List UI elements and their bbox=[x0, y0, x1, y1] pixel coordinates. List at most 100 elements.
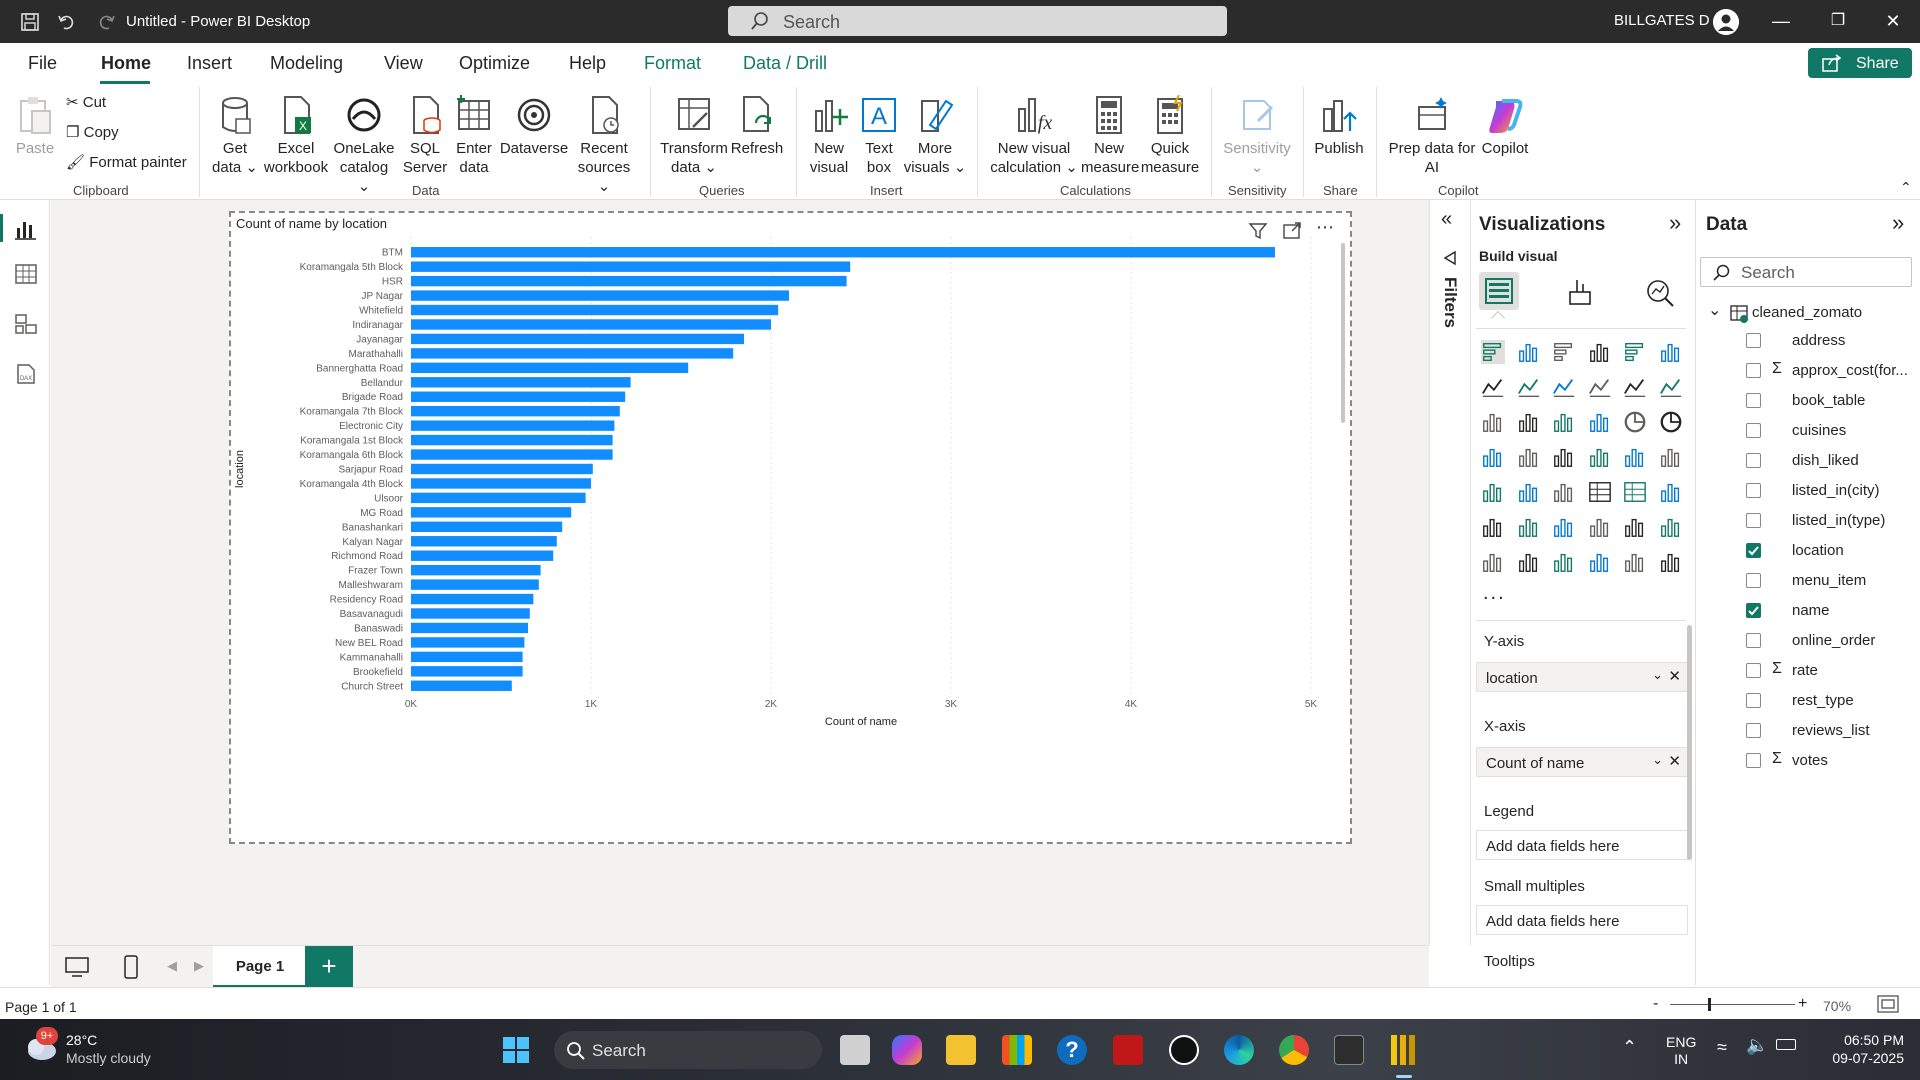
github-icon[interactable] bbox=[1169, 1035, 1199, 1065]
language-indicator[interactable]: ENG IN bbox=[1666, 1034, 1696, 1068]
field-checkbox[interactable] bbox=[1746, 393, 1761, 408]
button-slicer-icon[interactable] bbox=[1552, 550, 1576, 574]
chevron-down-icon[interactable]: ⌄ bbox=[1652, 667, 1663, 682]
table-name[interactable]: cleaned_zomato bbox=[1752, 304, 1863, 321]
line-chart-icon[interactable] bbox=[1481, 375, 1505, 399]
chevron-down-icon[interactable]: ⌄ bbox=[1708, 302, 1722, 319]
menu-insert[interactable]: Insert bbox=[187, 53, 233, 73]
field-checkbox[interactable] bbox=[1746, 453, 1761, 468]
100-stacked-area-icon[interactable] bbox=[1588, 375, 1612, 399]
waterfall-chart-icon[interactable] bbox=[1517, 410, 1541, 434]
close-icon[interactable]: ✕ bbox=[1885, 11, 1901, 31]
multi-row-card-icon[interactable] bbox=[1481, 480, 1505, 504]
menu-format[interactable]: Format bbox=[644, 53, 702, 73]
field-checkbox[interactable] bbox=[1746, 723, 1761, 738]
remove-field-icon[interactable]: ✕ bbox=[1668, 668, 1681, 685]
paste-button[interactable]: Paste bbox=[12, 95, 58, 158]
python-visual-icon[interactable] bbox=[1481, 515, 1505, 539]
zoom-plus-button[interactable]: + bbox=[1798, 995, 1808, 1012]
copilot-app-icon[interactable] bbox=[892, 1035, 922, 1065]
format-visual-icon[interactable] bbox=[1565, 278, 1595, 308]
field-item[interactable]: listed_in(city) bbox=[1746, 480, 1916, 504]
field-item[interactable]: listed_in(type) bbox=[1746, 510, 1916, 534]
slicer-icon[interactable] bbox=[1552, 480, 1576, 504]
desktop-layout-icon[interactable] bbox=[64, 956, 90, 978]
redo-icon[interactable] bbox=[95, 11, 117, 33]
power-automate-icon[interactable] bbox=[1659, 550, 1683, 574]
help-app-icon[interactable]: ? bbox=[1057, 1035, 1087, 1065]
100-stacked-bar-icon[interactable] bbox=[1623, 340, 1647, 364]
format-painter-button[interactable]: 🖌 Format painter bbox=[66, 153, 187, 171]
field-item[interactable]: dish_liked bbox=[1746, 450, 1916, 474]
bar-chart-visual[interactable]: Count of name by location ⋯ 0K 1K 2K 3K 4K 5K… bbox=[229, 211, 1352, 844]
onelake-catalog-button[interactable]: OneLake catalog ⌄ bbox=[332, 95, 396, 196]
azure-map-icon[interactable] bbox=[1588, 445, 1612, 469]
collapse-viz-icon[interactable]: » bbox=[1669, 210, 1682, 235]
collapse-ribbon-icon[interactable]: ⌃ bbox=[1900, 179, 1912, 195]
scatter-chart-icon[interactable] bbox=[1588, 410, 1612, 434]
field-item[interactable]: rest_type bbox=[1746, 690, 1916, 714]
viz-pane-scrollbar[interactable] bbox=[1687, 625, 1692, 860]
build-visual-tab[interactable] bbox=[1479, 272, 1519, 310]
user-name[interactable]: BILLGATES D bbox=[1614, 12, 1710, 29]
gauge-icon[interactable] bbox=[1623, 445, 1647, 469]
sql-server-button[interactable]: SQL Server bbox=[399, 95, 451, 177]
area-chart-icon[interactable] bbox=[1517, 375, 1541, 399]
copilot-button[interactable]: Copilot bbox=[1476, 95, 1534, 158]
fit-to-page-icon[interactable] bbox=[1877, 995, 1899, 1013]
ribbon-chart-icon[interactable] bbox=[1481, 410, 1505, 434]
analytics-icon[interactable] bbox=[1645, 278, 1675, 308]
more-visuals-ellipsis[interactable]: ... bbox=[1483, 582, 1506, 604]
map-icon[interactable] bbox=[1517, 445, 1541, 469]
field-item[interactable]: cuisines bbox=[1746, 420, 1916, 444]
field-checkbox[interactable] bbox=[1746, 633, 1761, 648]
field-checkbox[interactable] bbox=[1746, 543, 1761, 558]
field-item[interactable]: book_table bbox=[1746, 390, 1916, 414]
tab-page-1[interactable]: Page 1 bbox=[213, 946, 307, 988]
field-item[interactable]: name bbox=[1746, 600, 1916, 624]
field-checkbox[interactable] bbox=[1746, 513, 1761, 528]
field-item[interactable]: menu_item bbox=[1746, 570, 1916, 594]
stacked-area-icon[interactable] bbox=[1552, 375, 1576, 399]
narrative-icon[interactable] bbox=[1481, 550, 1505, 574]
more-visuals-button[interactable]: More visuals ⌄ bbox=[903, 95, 967, 177]
system-clock[interactable]: 06:50 PM 09-07-2025 bbox=[1816, 1031, 1904, 1067]
text-box-button[interactable]: A Text box bbox=[857, 95, 901, 177]
data-search-input[interactable]: Search bbox=[1700, 257, 1912, 287]
pie-chart-icon[interactable] bbox=[1623, 410, 1647, 434]
focus-mode-icon[interactable] bbox=[1282, 221, 1302, 241]
r-visual-icon[interactable] bbox=[1659, 480, 1683, 504]
donut-chart-icon[interactable] bbox=[1659, 410, 1683, 434]
menu-optimize[interactable]: Optimize bbox=[459, 53, 531, 73]
small-multiples-well[interactable]: Add data fields here bbox=[1476, 905, 1688, 935]
more-options-icon[interactable]: ⋯ bbox=[1316, 217, 1334, 237]
power-bi-taskbar-icon[interactable] bbox=[1388, 1035, 1418, 1065]
field-checkbox[interactable] bbox=[1746, 363, 1761, 378]
show-hidden-icons[interactable]: ⌃ bbox=[1622, 1037, 1638, 1057]
transform-data-button[interactable]: Transform data ⌄ bbox=[658, 95, 730, 177]
model-view-icon[interactable] bbox=[14, 313, 38, 335]
custom-visual-icon[interactable] bbox=[1588, 550, 1612, 574]
battery-icon[interactable] bbox=[1776, 1039, 1796, 1050]
collapse-data-icon[interactable]: » bbox=[1892, 210, 1905, 235]
field-checkbox[interactable] bbox=[1746, 753, 1761, 768]
field-checkbox[interactable] bbox=[1746, 603, 1761, 618]
scrollbar-thumb[interactable] bbox=[1341, 243, 1345, 423]
new-visual-calculation-button[interactable]: fx New visual calculation ⌄ bbox=[985, 95, 1083, 177]
new-visual-button[interactable]: New visual bbox=[804, 95, 854, 177]
next-page-icon[interactable]: ▶ bbox=[194, 958, 204, 973]
zoom-slider[interactable] bbox=[1670, 998, 1795, 1011]
filter-icon[interactable] bbox=[1248, 221, 1268, 241]
terminal-icon[interactable] bbox=[1334, 1035, 1364, 1065]
matrix-icon[interactable] bbox=[1623, 480, 1647, 504]
refresh-button[interactable]: Refresh bbox=[730, 95, 784, 158]
prev-page-icon[interactable]: ◀ bbox=[167, 958, 177, 973]
menu-modeling[interactable]: Modeling bbox=[270, 53, 344, 73]
menu-help[interactable]: Help bbox=[569, 53, 607, 73]
menu-home[interactable]: Home bbox=[101, 53, 152, 73]
windows-start-icon[interactable] bbox=[502, 1036, 530, 1064]
yaxis-well[interactable]: location ⌄ ✕ bbox=[1476, 662, 1688, 692]
field-item[interactable]: location bbox=[1746, 540, 1916, 564]
